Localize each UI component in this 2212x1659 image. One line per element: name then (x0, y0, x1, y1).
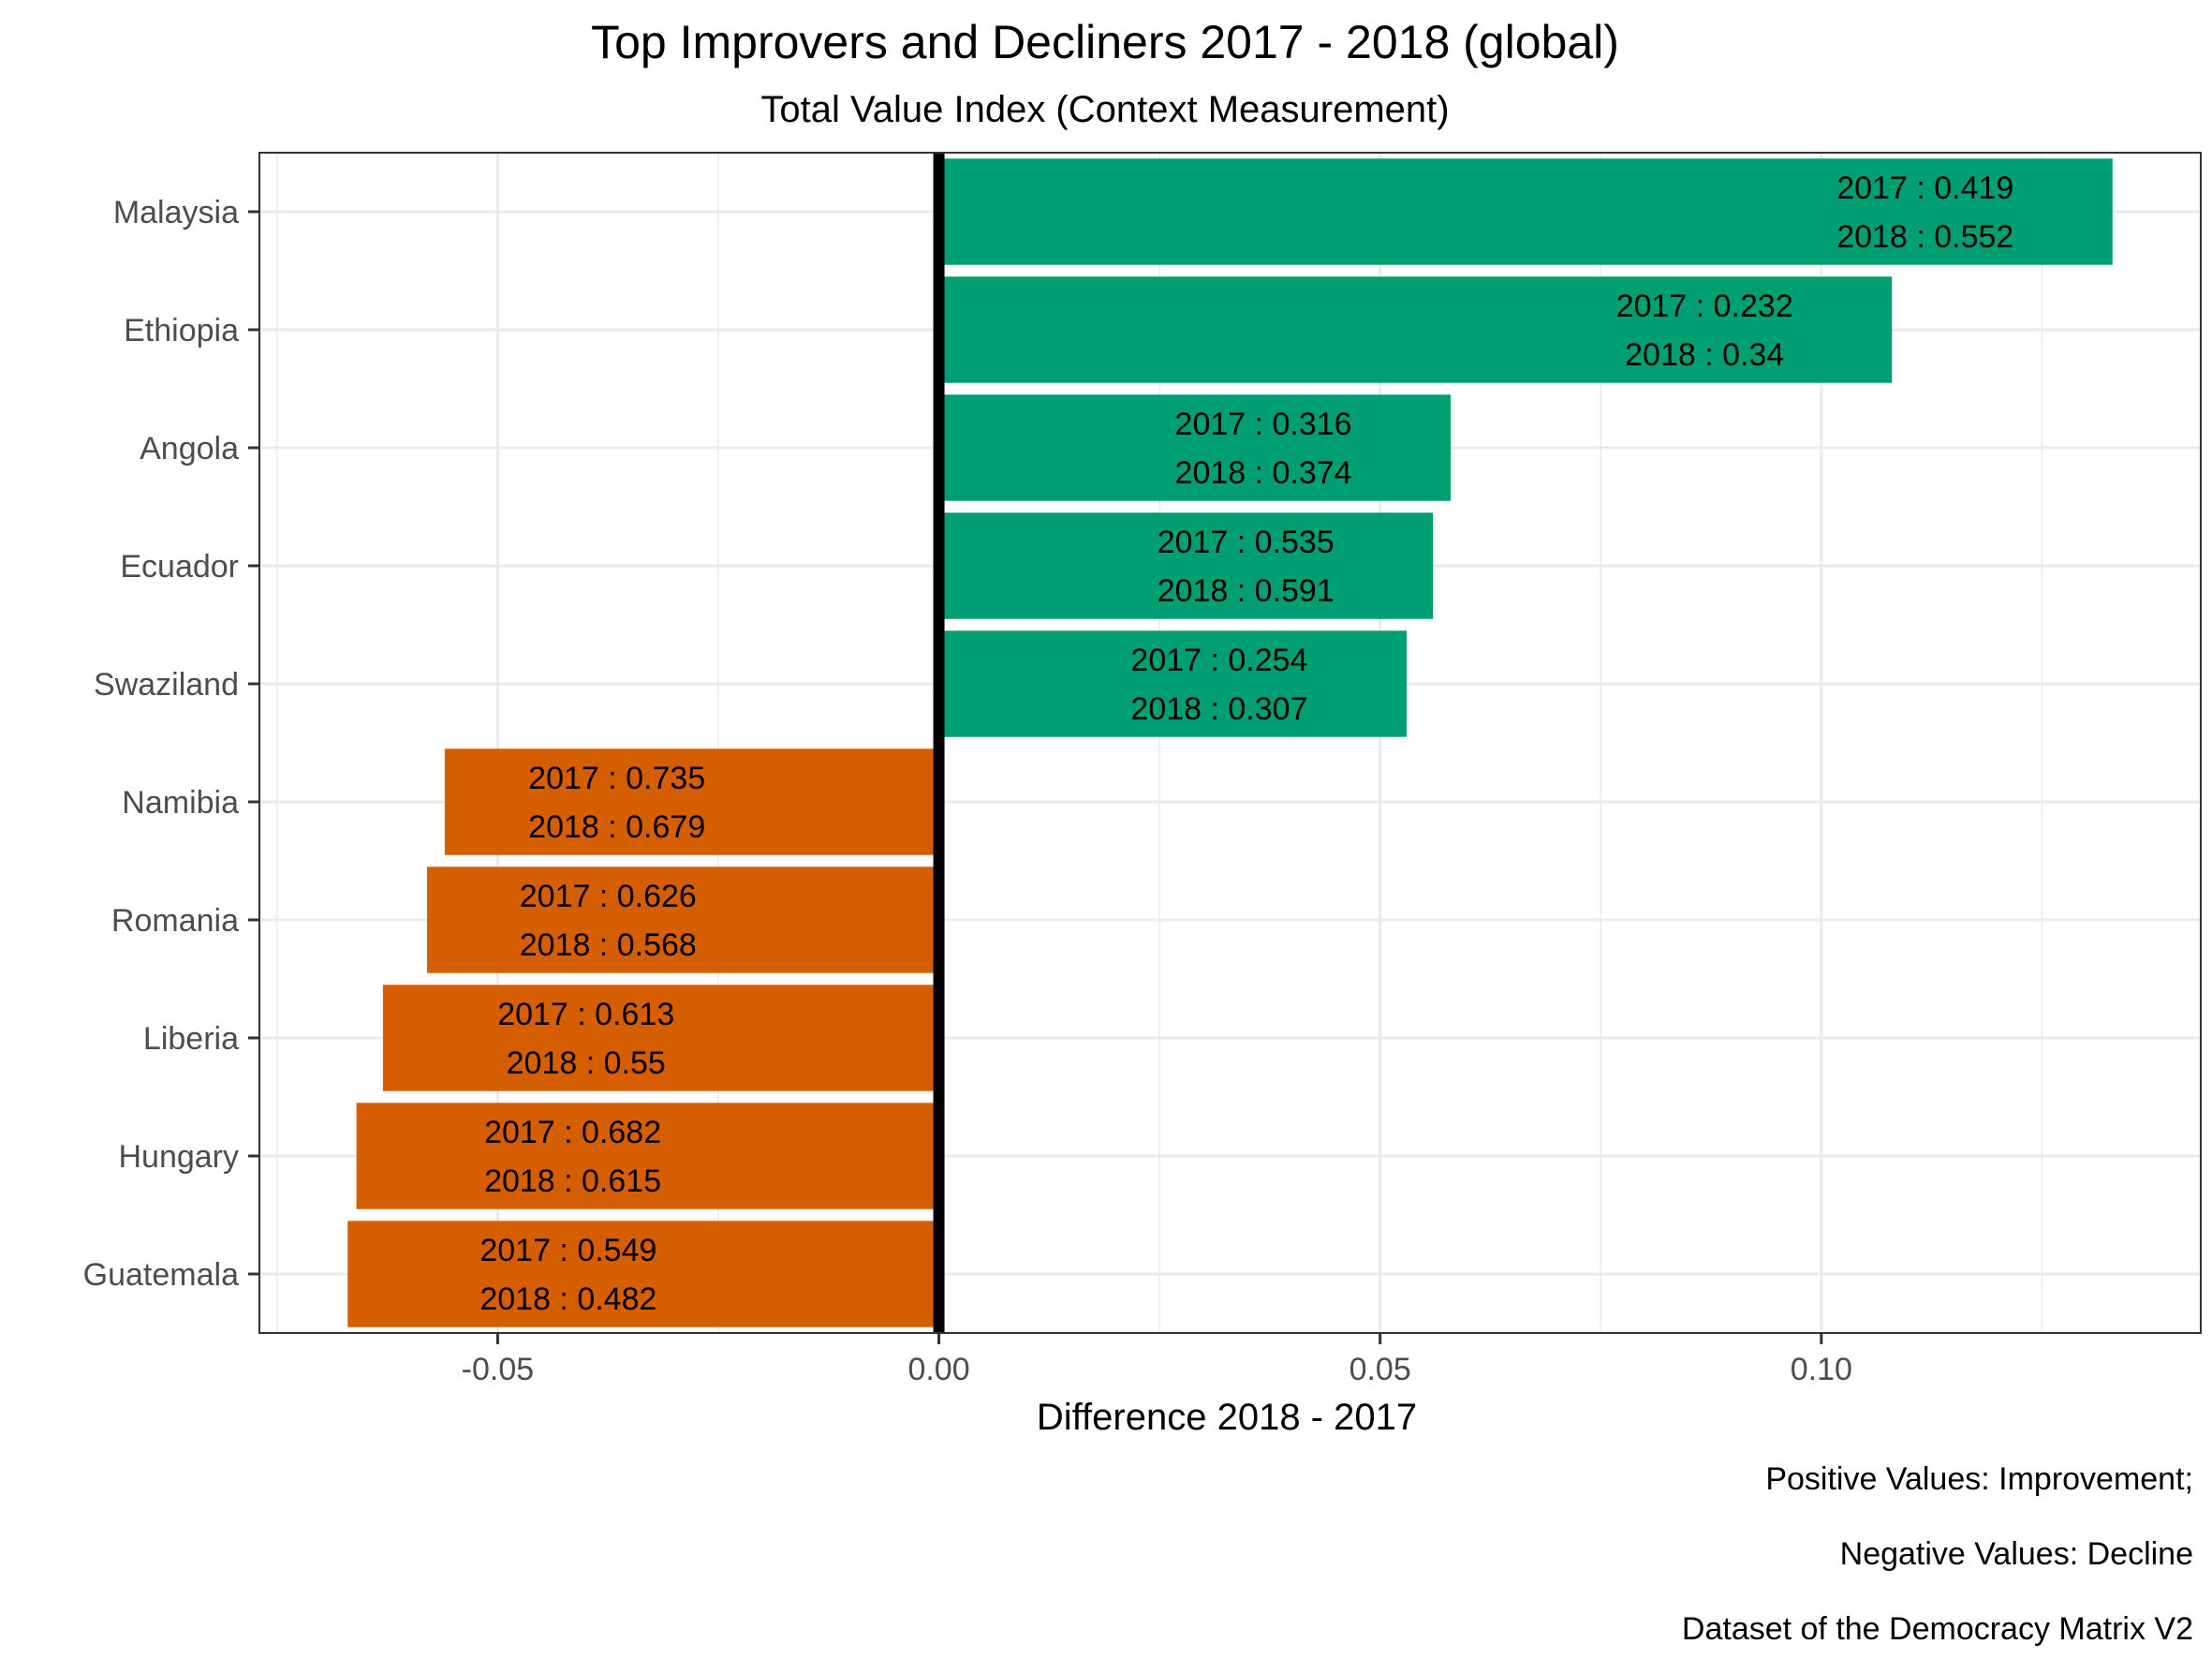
caption-line-2: Negative Values: Decline (1840, 1536, 2193, 1572)
data-label-2018: 2018 : 0.552 (1836, 219, 2013, 255)
y-tick-label: Hungary (118, 1139, 239, 1175)
chart-subtitle: Total Value Index (Context Measurement) (760, 89, 1449, 130)
data-label-2017: 2017 : 0.626 (520, 879, 697, 914)
y-tick-label: Liberia (143, 1021, 239, 1057)
x-tick-label: 0.10 (1791, 1352, 1852, 1387)
y-tick-label: Ethiopia (124, 313, 239, 348)
data-label-2018: 2018 : 0.591 (1158, 573, 1335, 609)
x-tick-label: 0.05 (1349, 1352, 1411, 1387)
x-tick-label: -0.05 (462, 1352, 535, 1387)
data-label-2017: 2017 : 0.232 (1616, 289, 1793, 324)
bars (347, 158, 2113, 1327)
y-tick-label: Romania (111, 903, 239, 939)
data-labels: 2017 : 0.419 2018 : 0.552 2017 : 0.232 2018… (479, 170, 2013, 1317)
bar-hungary (356, 1103, 939, 1209)
bar-namibia (444, 748, 939, 855)
x-tick-label: 0.00 (907, 1352, 969, 1387)
bar-guatemala (347, 1221, 939, 1327)
panel-border (258, 152, 2202, 1334)
y-tick-label: Malaysia (113, 195, 239, 230)
data-label-2017: 2017 : 0.549 (479, 1233, 656, 1268)
data-label-2018: 2018 : 0.615 (484, 1163, 661, 1199)
caption-line-3: Dataset of the Democracy Matrix V2 (1682, 1611, 2193, 1647)
axes: Malaysia Ethiopia Angola Ecuador Swaziland Na… (83, 195, 1852, 1387)
data-label-2017: 2017 : 0.254 (1130, 643, 1307, 678)
y-tick-label: Angola (140, 431, 239, 467)
data-label-2018: 2018 : 0.568 (520, 927, 697, 963)
data-label-2017: 2017 : 0.613 (497, 997, 674, 1032)
data-label-2018: 2018 : 0.307 (1130, 691, 1307, 727)
y-tick-label: Guatemala (83, 1257, 239, 1293)
data-label-2017: 2017 : 0.682 (484, 1115, 661, 1150)
data-label-2018: 2018 : 0.55 (507, 1045, 666, 1081)
bar-liberia (382, 985, 939, 1091)
bar-angola (938, 394, 1452, 501)
bar-malaysia (938, 158, 2113, 265)
data-label-2018: 2018 : 0.679 (528, 809, 705, 845)
bar-romania (427, 867, 939, 973)
data-label-2018: 2018 : 0.482 (479, 1281, 656, 1317)
caption-line-1: Positive Values: Improvement; (1765, 1461, 2193, 1497)
y-tick-label: Namibia (122, 785, 239, 821)
data-label-2018: 2018 : 0.34 (1625, 337, 1784, 373)
y-tick-label: Ecuador (120, 549, 239, 585)
x-axis-title: Difference 2018 - 2017 (1037, 1397, 1417, 1438)
bar-ecuador (938, 512, 1434, 619)
data-label-2017: 2017 : 0.535 (1158, 525, 1335, 560)
bar-swaziland (938, 630, 1407, 737)
data-label-2017: 2017 : 0.316 (1175, 407, 1352, 442)
chart-title: Top Improvers and Decliners 2017 - 2018 … (591, 16, 1619, 68)
y-tick-label: Swaziland (94, 667, 239, 703)
data-label-2018: 2018 : 0.374 (1175, 455, 1352, 491)
data-label-2017: 2017 : 0.419 (1836, 170, 2013, 206)
bar-ethiopia (938, 276, 1893, 383)
data-label-2017: 2017 : 0.735 (528, 761, 705, 796)
